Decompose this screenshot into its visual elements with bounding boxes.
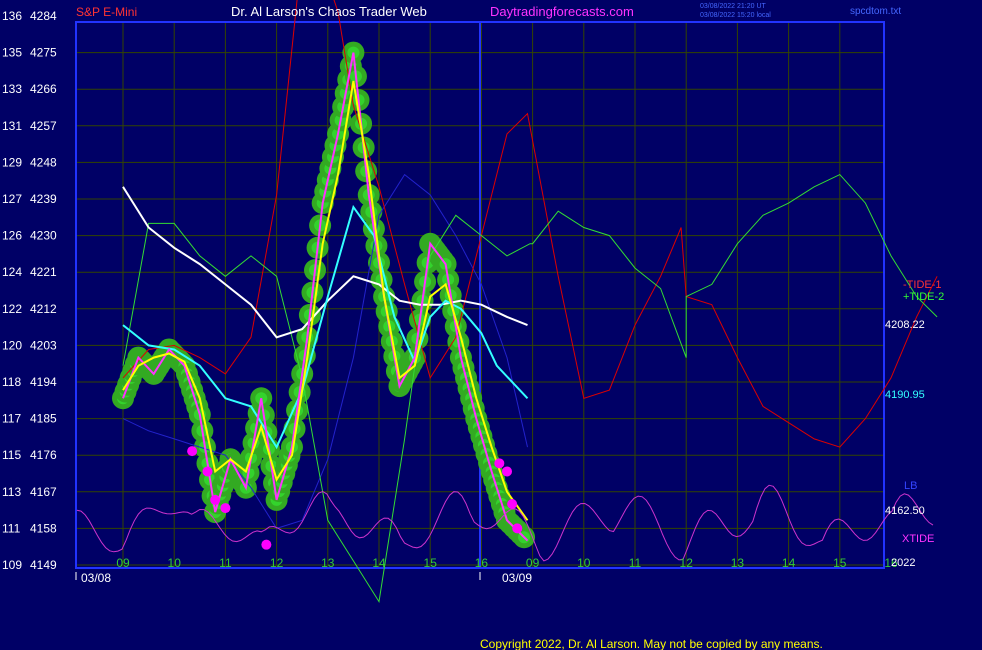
signal-dot <box>512 523 523 534</box>
x-date-label: 03/08 <box>81 571 111 585</box>
y-tick-left: 126 <box>2 229 22 243</box>
file-name: spcdtom.txt <box>850 6 901 17</box>
series-line-price <box>122 52 529 542</box>
timestamp-local: 03/08/2022 15:20 local <box>700 12 771 19</box>
y-tick-price: 4239 <box>30 192 57 206</box>
x-tick-hour: 13 <box>321 556 335 570</box>
y-tick-left: 111 <box>2 521 21 535</box>
y-tick-left: 120 <box>2 338 22 352</box>
signal-dot <box>494 458 505 469</box>
series-lines <box>76 0 938 603</box>
y-axis-labels: 109 4149 111 4158 113 4167 115 4176 117 4185 118 41… <box>2 9 57 572</box>
signal-dot <box>210 494 221 505</box>
chart-title: Dr. Al Larson's Chaos Trader Web <box>231 4 427 19</box>
y-tick-left: 129 <box>2 155 22 169</box>
signal-dots <box>187 446 523 550</box>
series-line-fast <box>122 80 529 521</box>
x-tick-hour: 10 <box>168 556 182 570</box>
y-tick-left: 117 <box>2 412 21 426</box>
y-tick-price: 4221 <box>30 265 57 279</box>
x-tick-hour: 16 <box>475 556 489 570</box>
signal-dot <box>261 539 272 550</box>
y-tick-left: 127 <box>2 192 22 206</box>
x-date-label: 03/09 <box>502 571 532 585</box>
signal-dot <box>220 503 231 514</box>
y-tick-left: 136 <box>2 9 22 23</box>
x-tick-hour: 14 <box>372 556 386 570</box>
value-slow: 4208.22 <box>885 319 925 331</box>
y-tick-price: 4248 <box>30 155 57 169</box>
y-tick-left: 133 <box>2 82 22 96</box>
y-tick-price: 4275 <box>30 46 57 60</box>
x-tick-hour: 09 <box>116 556 130 570</box>
x-tick-hour: 15 <box>424 556 438 570</box>
site-link[interactable]: Daytradingforecasts.com <box>490 4 634 19</box>
timestamp-ut: 03/08/2022 21:20 UT <box>700 3 766 10</box>
y-tick-price: 4203 <box>30 338 57 352</box>
x-tick-hour: 11 <box>629 556 642 570</box>
series-line-mid <box>122 204 529 450</box>
x-tick-hour: 14 <box>782 556 796 570</box>
signal-dot <box>502 466 512 477</box>
copyright: Copyright 2022, Dr. Al Larson. May not b… <box>480 637 823 650</box>
series-line-tide_plus <box>122 173 938 603</box>
x-tick-hour: 16 <box>884 556 898 570</box>
value-last: 4162.50 <box>885 505 925 517</box>
y-tick-left: 135 <box>2 46 22 60</box>
legend-tide-plus: +TIDE-2 <box>903 291 944 303</box>
y-tick-price: 4167 <box>30 485 57 499</box>
value-mid: 4190.95 <box>885 389 925 401</box>
y-tick-left: 115 <box>2 448 21 462</box>
y-tick-price: 4284 <box>30 9 57 23</box>
legend-lb: LB <box>904 480 917 492</box>
y-tick-price: 4212 <box>30 302 57 316</box>
series-line-tide_minus <box>122 0 938 448</box>
y-tick-left: 113 <box>2 485 21 499</box>
x-tick-hour: 15 <box>833 556 847 570</box>
x-axis-labels: 09 10 11 12 13 14 15 16 09 10 11 12 13 14 15 16 03/08 03/… <box>75 556 898 585</box>
y-tick-price: 4158 <box>30 521 57 535</box>
year-label: 2022 <box>891 557 915 569</box>
legend-xtide: XTIDE <box>902 533 934 545</box>
y-tick-price: 4185 <box>30 412 57 426</box>
y-tick-left: 122 <box>2 302 22 316</box>
legend-tide-minus: -TIDE-1 <box>903 279 942 291</box>
x-tick-hour: 11 <box>219 556 232 570</box>
y-tick-price: 4149 <box>30 558 57 572</box>
y-tick-price: 4176 <box>30 448 57 462</box>
x-tick-hour: 10 <box>577 556 591 570</box>
y-tick-price: 4257 <box>30 119 57 133</box>
y-tick-price: 4266 <box>30 82 57 96</box>
series-line-lb <box>122 173 528 529</box>
y-tick-price: 4194 <box>30 375 57 389</box>
y-tick-left: 124 <box>2 265 22 279</box>
series-line-xtide <box>76 484 934 562</box>
y-tick-left: 118 <box>2 375 21 389</box>
x-tick-hour: 09 <box>526 556 540 570</box>
symbol-label: S&P E-Mini <box>76 5 137 19</box>
signal-dot <box>507 499 518 509</box>
y-tick-left: 109 <box>2 558 22 572</box>
x-tick-hour: 13 <box>731 556 745 570</box>
y-tick-price: 4230 <box>30 229 57 243</box>
signal-dot <box>187 446 198 457</box>
signal-dot <box>202 466 213 477</box>
x-tick-hour: 12 <box>270 556 284 570</box>
x-tick-hour: 12 <box>680 556 694 570</box>
y-tick-left: 131 <box>2 119 22 133</box>
series-line-slow <box>122 186 528 339</box>
